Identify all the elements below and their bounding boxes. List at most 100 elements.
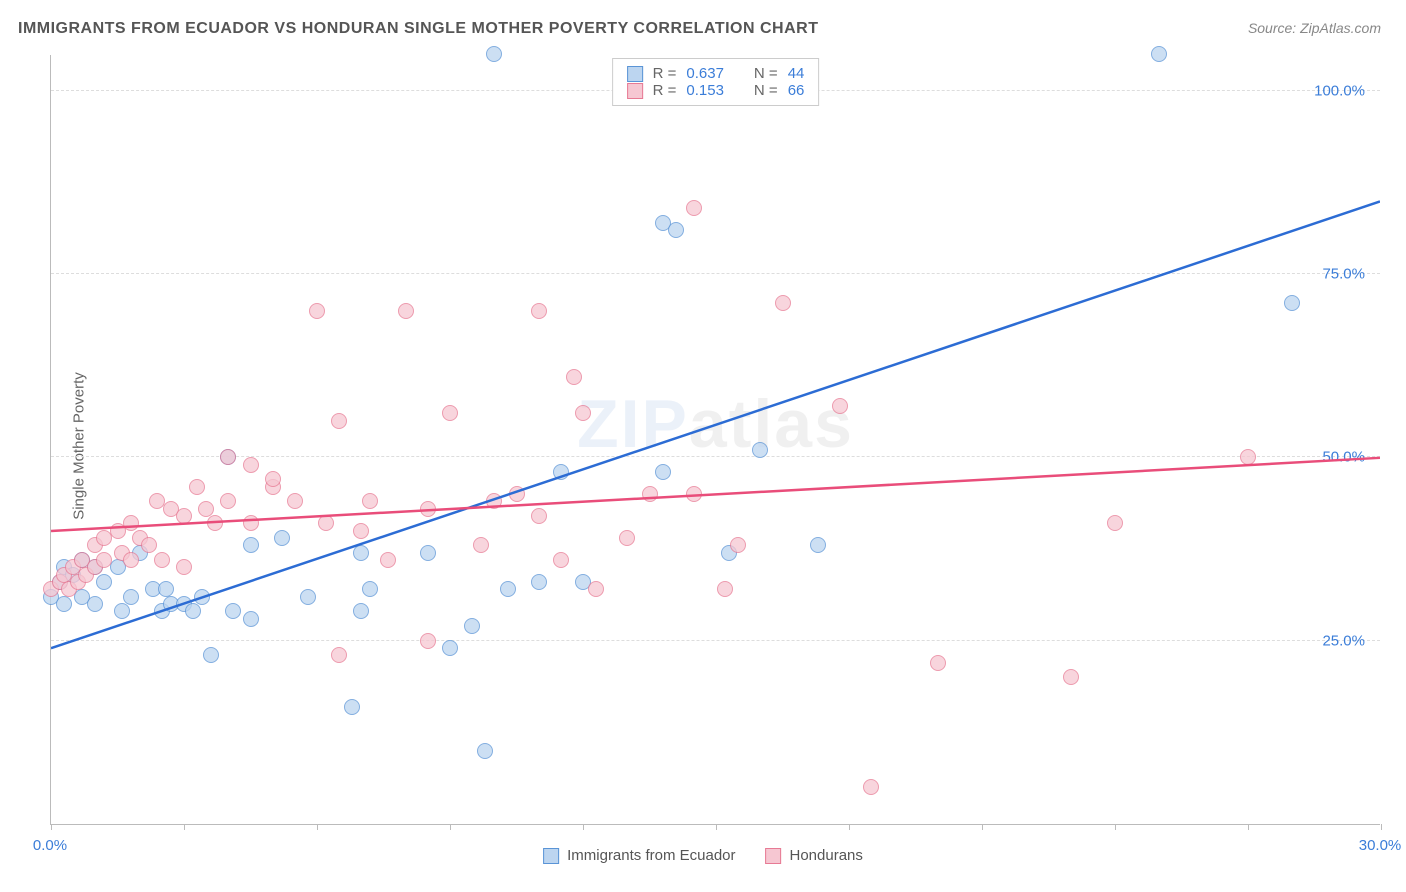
data-point-ecuador [243, 537, 259, 553]
legend-item-ecuador: Immigrants from Ecuador [543, 847, 735, 864]
data-point-ecuador [274, 530, 290, 546]
data-point-ecuador [477, 743, 493, 759]
legend-item-hondurans: Hondurans [766, 847, 863, 864]
swatch-hondurans [766, 848, 782, 864]
data-point-hondurans [287, 493, 303, 509]
data-point-hondurans [141, 537, 157, 553]
series-legend: Immigrants from Ecuador Hondurans [543, 847, 863, 864]
data-point-ecuador [300, 589, 316, 605]
legend-row-hondurans: R = 0.153 N = 66 [627, 82, 805, 99]
x-tick-label: 0.0% [33, 837, 67, 854]
points-layer [51, 55, 1380, 824]
data-point-ecuador [531, 574, 547, 590]
x-tick [450, 824, 451, 830]
series-label-hondurans: Hondurans [790, 847, 863, 864]
n-label: N = [754, 82, 778, 99]
r-value-ecuador: 0.637 [686, 65, 724, 82]
data-point-hondurans [154, 552, 170, 568]
data-point-hondurans [619, 530, 635, 546]
r-label: R = [653, 82, 677, 99]
data-point-hondurans [1063, 669, 1079, 685]
data-point-hondurans [531, 508, 547, 524]
data-point-ecuador [225, 603, 241, 619]
data-point-ecuador [353, 603, 369, 619]
x-tick-label: 30.0% [1359, 837, 1402, 854]
data-point-ecuador [668, 222, 684, 238]
data-point-ecuador [185, 603, 201, 619]
data-point-hondurans [198, 501, 214, 517]
correlation-legend: R = 0.637 N = 44 R = 0.153 N = 66 [612, 58, 820, 106]
data-point-ecuador [553, 464, 569, 480]
data-point-ecuador [362, 581, 378, 597]
data-point-hondurans [531, 303, 547, 319]
data-point-hondurans [588, 581, 604, 597]
data-point-hondurans [420, 633, 436, 649]
data-point-hondurans [123, 552, 139, 568]
x-tick [1248, 824, 1249, 830]
n-value-hondurans: 66 [788, 82, 805, 99]
data-point-ecuador [442, 640, 458, 656]
data-point-hondurans [1240, 449, 1256, 465]
data-point-hondurans [509, 486, 525, 502]
data-point-ecuador [655, 464, 671, 480]
data-point-hondurans [930, 655, 946, 671]
data-point-hondurans [220, 449, 236, 465]
data-point-ecuador [1284, 295, 1300, 311]
data-point-hondurans [717, 581, 733, 597]
data-point-ecuador [1151, 46, 1167, 62]
data-point-ecuador [96, 574, 112, 590]
data-point-hondurans [380, 552, 396, 568]
data-point-ecuador [87, 596, 103, 612]
x-tick [184, 824, 185, 830]
data-point-hondurans [331, 647, 347, 663]
data-point-hondurans [486, 493, 502, 509]
data-point-hondurans [442, 405, 458, 421]
data-point-hondurans [189, 479, 205, 495]
data-point-ecuador [194, 589, 210, 605]
x-tick [1381, 824, 1382, 830]
data-point-hondurans [575, 405, 591, 421]
swatch-ecuador [627, 66, 643, 82]
data-point-hondurans [730, 537, 746, 553]
data-point-hondurans [775, 295, 791, 311]
data-point-hondurans [362, 493, 378, 509]
data-point-hondurans [832, 398, 848, 414]
data-point-hondurans [176, 559, 192, 575]
data-point-hondurans [265, 471, 281, 487]
x-tick [982, 824, 983, 830]
data-point-ecuador [420, 545, 436, 561]
x-tick [317, 824, 318, 830]
data-point-hondurans [863, 779, 879, 795]
x-tick [1115, 824, 1116, 830]
data-point-hondurans [309, 303, 325, 319]
data-point-hondurans [318, 515, 334, 531]
plot-area: ZIPatlas R = 0.637 N = 44 R = 0.153 N = … [50, 55, 1380, 825]
data-point-hondurans [686, 200, 702, 216]
data-point-ecuador [464, 618, 480, 634]
data-point-hondurans [566, 369, 582, 385]
r-label: R = [653, 65, 677, 82]
data-point-ecuador [344, 699, 360, 715]
data-point-ecuador [243, 611, 259, 627]
data-point-hondurans [331, 413, 347, 429]
data-point-hondurans [243, 457, 259, 473]
data-point-ecuador [203, 647, 219, 663]
swatch-hondurans [627, 83, 643, 99]
data-point-hondurans [420, 501, 436, 517]
x-tick [716, 824, 717, 830]
data-point-ecuador [114, 603, 130, 619]
data-point-hondurans [553, 552, 569, 568]
data-point-hondurans [353, 523, 369, 539]
data-point-ecuador [500, 581, 516, 597]
data-point-hondurans [1107, 515, 1123, 531]
data-point-ecuador [353, 545, 369, 561]
x-tick [583, 824, 584, 830]
data-point-ecuador [810, 537, 826, 553]
data-point-hondurans [123, 515, 139, 531]
chart-title: IMMIGRANTS FROM ECUADOR VS HONDURAN SING… [18, 20, 818, 38]
r-value-hondurans: 0.153 [686, 82, 724, 99]
data-point-hondurans [243, 515, 259, 531]
series-label-ecuador: Immigrants from Ecuador [567, 847, 735, 864]
data-point-ecuador [56, 596, 72, 612]
data-point-hondurans [176, 508, 192, 524]
